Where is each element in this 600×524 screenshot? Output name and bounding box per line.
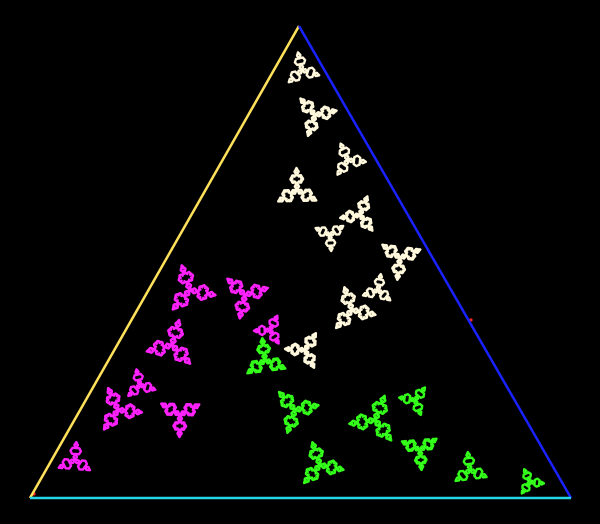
top-fractal-cluster-2	[277, 166, 318, 203]
top-fractal-cluster-0	[287, 51, 321, 84]
right-fractal-cluster-2	[348, 394, 393, 442]
top-fractal-cluster-6	[334, 286, 377, 330]
left-edge	[28, 25, 301, 499]
right-fractal-cluster-6	[520, 468, 546, 495]
left-fractal-cluster-7	[127, 368, 157, 398]
right-edge	[297, 25, 573, 499]
left-fractal-cluster-3	[102, 386, 144, 431]
top-fractal-cluster-7	[283, 332, 318, 369]
right-fractal-cluster-3	[302, 441, 345, 485]
top-fractal-cluster-9	[314, 224, 345, 253]
left-fractal-cluster-2	[145, 318, 192, 365]
right-fractal-cluster-5	[454, 450, 488, 483]
left-fractal-cluster-4	[160, 402, 201, 439]
left-fractal-cluster-5	[57, 440, 92, 472]
top-fractal-cluster-5	[381, 243, 422, 281]
right-fractal-cluster-7	[398, 386, 427, 417]
left-fractal-cluster-6	[252, 314, 280, 345]
top-fractal-cluster-8	[361, 273, 392, 302]
right-fractal-cluster-0	[246, 337, 287, 375]
top-fractal-cluster-4	[339, 195, 374, 232]
fractal-layer	[32, 51, 546, 496]
top-fractal-cluster-3	[336, 142, 368, 176]
left-fractal-cluster-0	[171, 264, 217, 311]
right-fractal-cluster-1	[277, 390, 320, 434]
right-fractal-cluster-4	[400, 437, 438, 472]
left-fractal-cluster-1	[226, 277, 270, 320]
top-fractal-cluster-1	[299, 97, 338, 138]
